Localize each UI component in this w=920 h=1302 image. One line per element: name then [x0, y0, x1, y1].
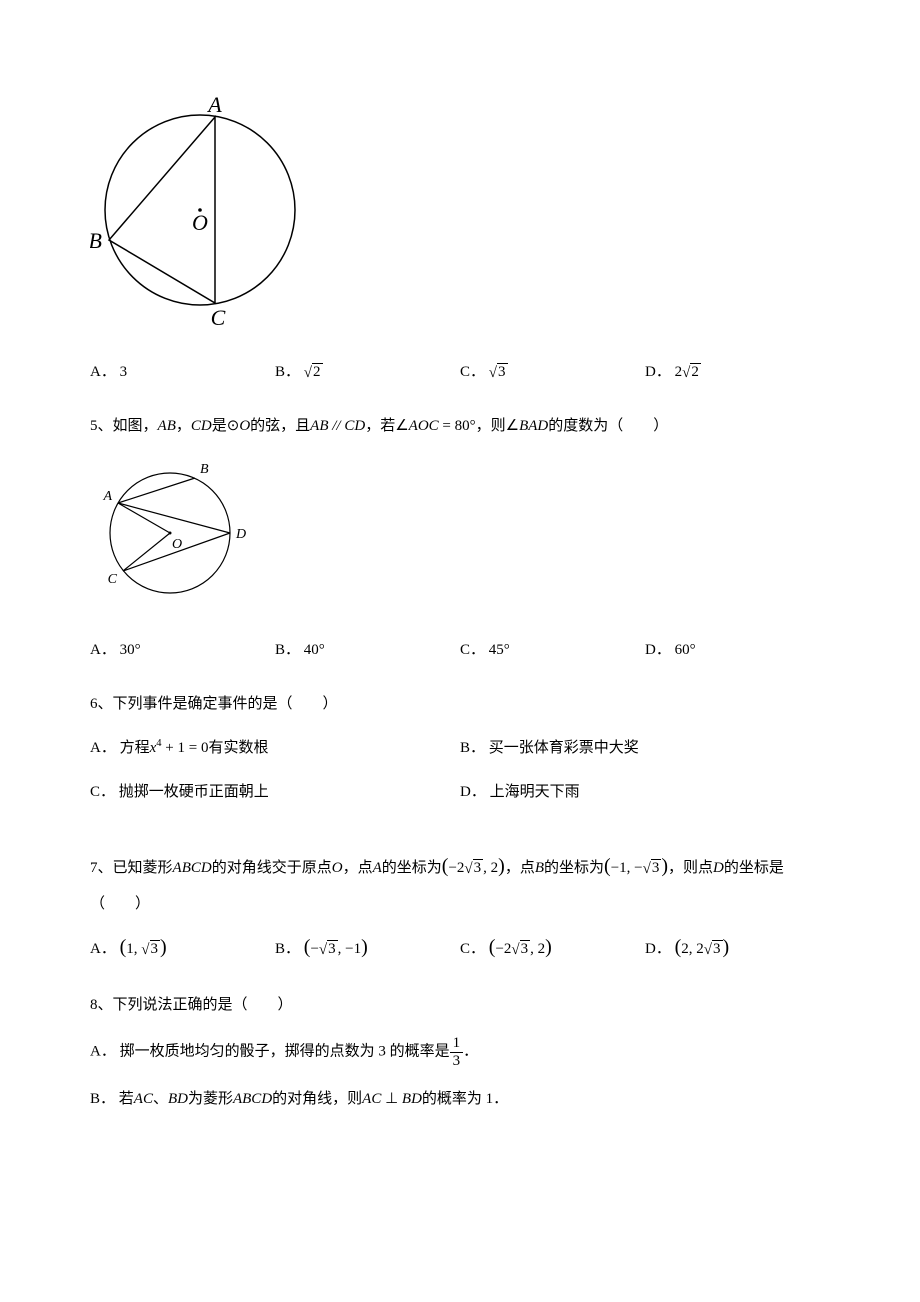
q7-option-C: C． (−2√3, 2)	[460, 931, 645, 963]
option-label: A．	[90, 941, 116, 957]
label-O: O	[172, 537, 182, 552]
q7-text: 7、已知菱形ABCD的对角线交于原点O，点A的坐标为(−2√3, 2)，点B的坐…	[90, 844, 830, 921]
q6-options: A． 方程x4 + 1 = 0有实数根 B． 买一张体育彩票中大奖 C． 抛掷一…	[90, 726, 830, 814]
option-value: 买一张体育彩票中大奖	[489, 740, 639, 756]
q5-option-D: D． 60°	[645, 638, 830, 662]
option-value: 3	[120, 364, 128, 380]
option-label: C．	[460, 941, 485, 957]
q6-option-B: B． 买一张体育彩票中大奖	[460, 736, 830, 760]
option-label: A．	[90, 364, 116, 380]
label-O: O	[192, 210, 208, 235]
q5-figure: A B C D O	[90, 458, 830, 608]
q7-options: A． (1, √3) B． (−√3, −1) C． (−2√3, 2) D． …	[90, 931, 830, 963]
option-label: B．	[275, 642, 300, 658]
option-label: B．	[460, 740, 485, 756]
q4-figure: A B C O	[90, 90, 830, 330]
label-A: A	[102, 489, 112, 504]
label-B: B	[200, 462, 209, 477]
option-label: A．	[90, 740, 116, 756]
option-value: 30°	[120, 642, 141, 658]
option-label: D．	[460, 784, 486, 800]
option-label: D．	[645, 941, 671, 957]
option-label: C．	[460, 364, 485, 380]
option-value: 60°	[675, 642, 696, 658]
q8-option-B: B． 若AC、BD为菱形ABCD的对角线，则AC ⊥ BD的概率为 1．	[90, 1087, 830, 1111]
option-label: D．	[645, 364, 671, 380]
option-label: B．	[275, 941, 300, 957]
label-A: A	[206, 92, 222, 117]
q-number: 7、	[90, 860, 113, 876]
q4-option-B: B． √2	[275, 360, 460, 384]
q5-options: A． 30° B． 40° C． 45° D． 60°	[90, 638, 830, 662]
q4-options: A． 3 B． √2 C． √3 D． 2√2	[90, 360, 830, 384]
q6-option-A: A． 方程x4 + 1 = 0有实数根	[90, 736, 460, 760]
label-C: C	[211, 305, 226, 330]
q4-option-C: C． √3	[460, 360, 645, 384]
option-label: C．	[90, 784, 115, 800]
q5-option-A: A． 30°	[90, 638, 275, 662]
q-number: 5、	[90, 418, 113, 434]
coef: 2	[675, 364, 683, 380]
option-label: A．	[90, 642, 116, 658]
q4-option-D: D． 2√2	[645, 360, 830, 384]
sqrt-radicand: 2	[312, 363, 323, 380]
q5-option-B: B． 40°	[275, 638, 460, 662]
label-B: B	[90, 228, 102, 253]
option-label: B．	[275, 364, 300, 380]
q7-option-A: A． (1, √3)	[90, 931, 275, 963]
q8-option-A: A． 掷一枚质地均匀的骰子，掷得的点数为 3 的概率是13．	[90, 1035, 830, 1069]
q6-option-C: C． 抛掷一枚硬币正面朝上	[90, 780, 460, 804]
q8-text: 8、下列说法正确的是（ ）	[90, 993, 830, 1017]
q5-text: 5、如图，AB，CD是⊙O的弦，且AB // CD，若∠AOC = 80°，则∠…	[90, 414, 830, 438]
q5-circle-diagram: A B C D O	[90, 458, 260, 608]
q6-text: 6、下列事件是确定事件的是（ ）	[90, 692, 830, 716]
q5-option-C: C． 45°	[460, 638, 645, 662]
q7-option-B: B． (−√3, −1)	[275, 931, 460, 963]
q6-option-D: D． 上海明天下雨	[460, 780, 830, 804]
q4-circle-diagram: A B C O	[90, 90, 320, 330]
option-value: 上海明天下雨	[490, 784, 580, 800]
sqrt-radicand: 3	[497, 363, 508, 380]
q4-option-A: A． 3	[90, 360, 275, 384]
option-label: B．	[90, 1091, 115, 1107]
q8-options: A． 掷一枚质地均匀的骰子，掷得的点数为 3 的概率是13． B． 若AC、BD…	[90, 1035, 830, 1111]
option-value: 40°	[304, 642, 325, 658]
q7-option-D: D． (2, 2√3)	[645, 931, 830, 963]
option-label: A．	[90, 1043, 116, 1059]
sqrt-radicand: 2	[690, 363, 701, 380]
option-label: D．	[645, 642, 671, 658]
option-label: C．	[460, 642, 485, 658]
option-value: 45°	[489, 642, 510, 658]
label-D: D	[235, 527, 246, 542]
label-C: C	[108, 572, 118, 587]
option-value: 抛掷一枚硬币正面朝上	[119, 784, 269, 800]
